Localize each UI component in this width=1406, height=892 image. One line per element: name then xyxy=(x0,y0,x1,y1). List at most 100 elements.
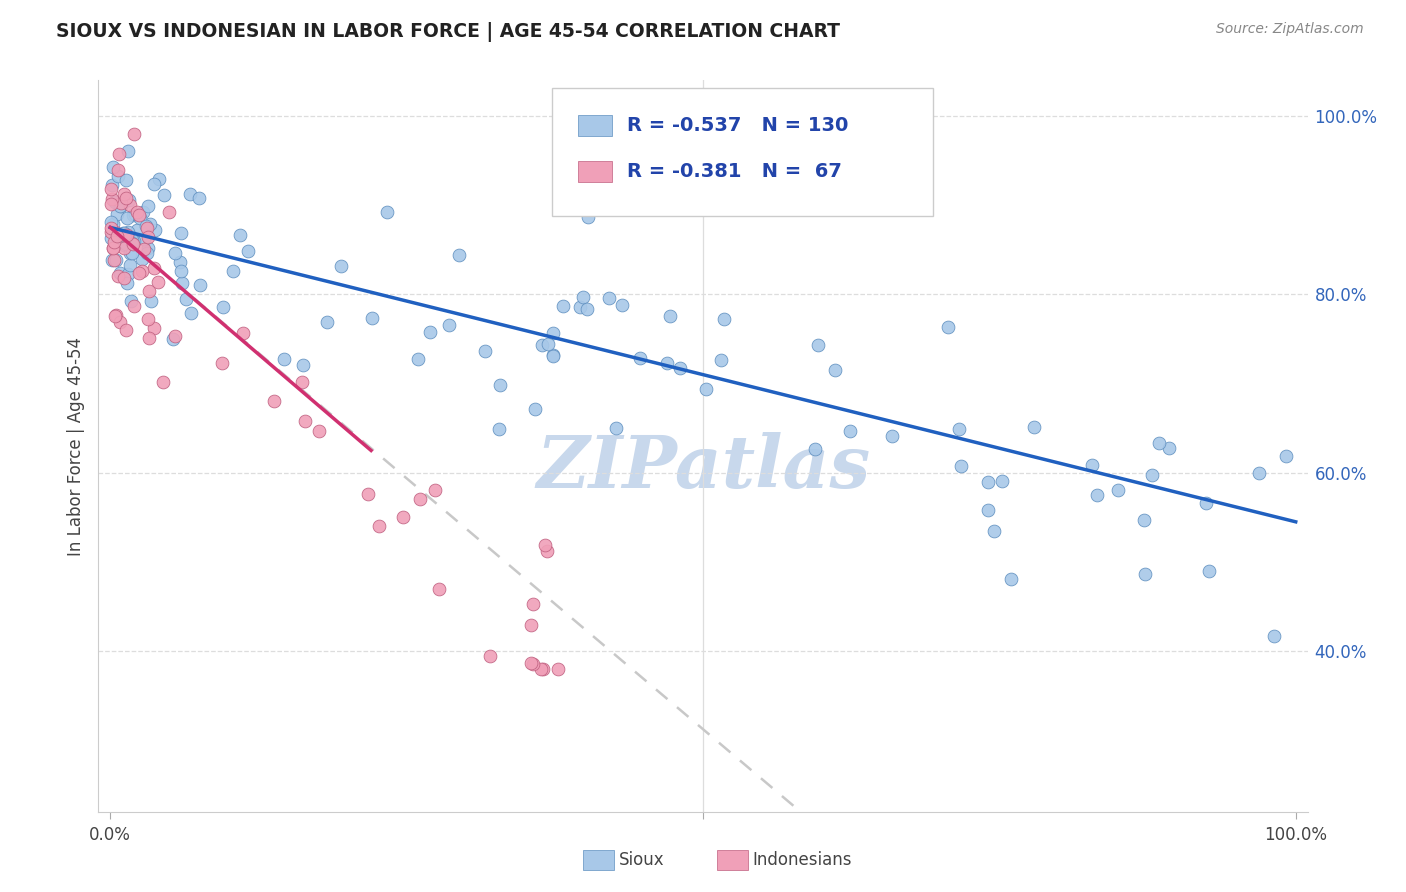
Point xyxy=(107,162,129,177)
Point xyxy=(541,348,564,362)
Point xyxy=(948,422,970,436)
Point xyxy=(575,301,598,316)
Point xyxy=(104,310,127,324)
Y-axis label: In Labor Force | Age 45-54: In Labor Force | Age 45-54 xyxy=(66,336,84,556)
Point xyxy=(669,360,692,375)
Point xyxy=(710,353,733,368)
Point xyxy=(547,662,569,676)
Point xyxy=(105,207,128,221)
Point xyxy=(131,264,153,278)
Point xyxy=(179,186,201,201)
Point xyxy=(114,227,136,242)
Point xyxy=(117,225,139,239)
Point xyxy=(110,315,132,329)
Point xyxy=(136,221,159,235)
Point xyxy=(232,326,254,340)
Text: Sioux: Sioux xyxy=(619,851,664,869)
Point xyxy=(127,223,149,237)
Point xyxy=(112,235,135,249)
Point xyxy=(1195,496,1218,510)
Point xyxy=(576,210,599,224)
Point xyxy=(330,260,353,274)
Point xyxy=(136,230,159,244)
Point xyxy=(290,376,312,390)
Point xyxy=(103,235,125,249)
Point xyxy=(101,160,124,174)
Point xyxy=(122,208,145,222)
Point xyxy=(162,332,184,346)
Point xyxy=(1135,567,1157,582)
Point xyxy=(148,171,170,186)
Point xyxy=(115,323,138,337)
Point xyxy=(536,544,558,558)
Point xyxy=(100,225,122,239)
Point xyxy=(115,211,138,225)
Point xyxy=(1263,629,1285,643)
Point xyxy=(100,182,122,196)
FancyBboxPatch shape xyxy=(578,115,613,136)
Point xyxy=(169,264,191,278)
Point xyxy=(105,233,128,247)
Point xyxy=(169,254,191,268)
Point xyxy=(308,424,330,438)
Point xyxy=(112,241,135,255)
Point xyxy=(474,343,496,358)
Point xyxy=(105,252,128,267)
Point xyxy=(118,193,141,207)
Point xyxy=(101,242,124,256)
Point xyxy=(530,662,553,676)
Point xyxy=(110,266,132,280)
Point xyxy=(531,338,554,352)
FancyBboxPatch shape xyxy=(551,87,932,216)
Point xyxy=(180,306,202,320)
Point xyxy=(977,503,1000,517)
Point xyxy=(114,237,136,252)
Point xyxy=(447,248,470,262)
Point xyxy=(129,211,152,225)
Point xyxy=(1133,513,1156,527)
Point xyxy=(1080,458,1102,472)
Point xyxy=(117,145,139,159)
Point xyxy=(117,267,139,281)
Point xyxy=(114,191,136,205)
Point xyxy=(136,199,159,213)
Point xyxy=(1198,564,1220,578)
Point xyxy=(522,657,544,671)
Point xyxy=(655,356,678,370)
Point xyxy=(143,260,166,275)
Point xyxy=(361,310,384,325)
Point xyxy=(427,582,450,597)
Point xyxy=(1275,449,1298,463)
Point xyxy=(110,199,132,213)
Point xyxy=(170,276,193,290)
Point xyxy=(229,228,252,243)
Point xyxy=(120,259,142,273)
Point xyxy=(101,252,124,267)
Point xyxy=(541,326,564,340)
Point xyxy=(101,218,124,232)
Point xyxy=(132,205,155,219)
Point xyxy=(122,234,145,248)
Point xyxy=(880,428,903,442)
Point xyxy=(142,320,165,334)
Point xyxy=(273,351,295,366)
Point xyxy=(101,241,124,255)
Point xyxy=(108,199,131,213)
Point xyxy=(949,459,972,474)
Point xyxy=(375,205,398,219)
Point xyxy=(141,294,163,309)
Point xyxy=(146,275,169,289)
Point xyxy=(165,328,187,343)
Point xyxy=(107,169,129,183)
Point xyxy=(103,252,125,267)
Point xyxy=(120,197,142,211)
Point xyxy=(122,299,145,313)
Point xyxy=(127,205,149,219)
Point xyxy=(122,127,145,141)
Point xyxy=(152,375,174,389)
Point xyxy=(1024,420,1046,434)
Point xyxy=(439,318,461,333)
Point xyxy=(128,208,150,222)
Point xyxy=(138,241,160,255)
Point xyxy=(157,205,180,219)
